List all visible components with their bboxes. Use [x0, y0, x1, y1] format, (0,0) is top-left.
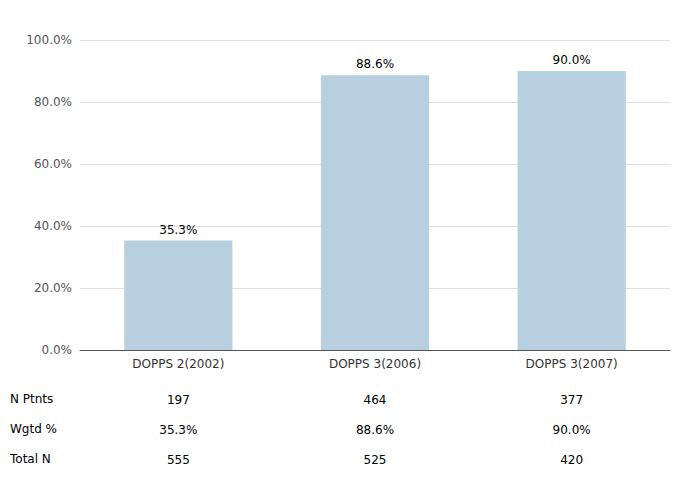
svg-text:555: 555 [167, 453, 190, 467]
svg-text:90.0%: 90.0% [553, 423, 591, 437]
svg-text:90.0%: 90.0% [553, 53, 591, 67]
svg-text:35.3%: 35.3% [159, 423, 197, 437]
svg-text:Total N: Total N [9, 452, 51, 466]
svg-text:N Ptnts: N Ptnts [10, 392, 53, 406]
svg-text:100.0%: 100.0% [26, 33, 72, 47]
svg-text:80.0%: 80.0% [34, 95, 72, 109]
svg-text:197: 197 [167, 393, 190, 407]
svg-text:DOPPS 2(2002): DOPPS 2(2002) [132, 357, 224, 371]
svg-text:88.6%: 88.6% [356, 423, 394, 437]
svg-text:0.0%: 0.0% [42, 343, 73, 357]
svg-text:88.6%: 88.6% [356, 57, 394, 71]
svg-text:20.0%: 20.0% [34, 281, 72, 295]
svg-text:Wgtd %: Wgtd % [10, 422, 57, 436]
svg-text:525: 525 [364, 453, 387, 467]
svg-text:40.0%: 40.0% [34, 219, 72, 233]
svg-text:DOPPS 3(2006): DOPPS 3(2006) [329, 357, 421, 371]
svg-text:35.3%: 35.3% [159, 223, 197, 237]
svg-text:464: 464 [364, 393, 387, 407]
svg-text:420: 420 [560, 453, 583, 467]
svg-text:DOPPS 3(2007): DOPPS 3(2007) [526, 357, 618, 371]
svg-text:377: 377 [560, 393, 583, 407]
svg-text:60.0%: 60.0% [34, 157, 72, 171]
